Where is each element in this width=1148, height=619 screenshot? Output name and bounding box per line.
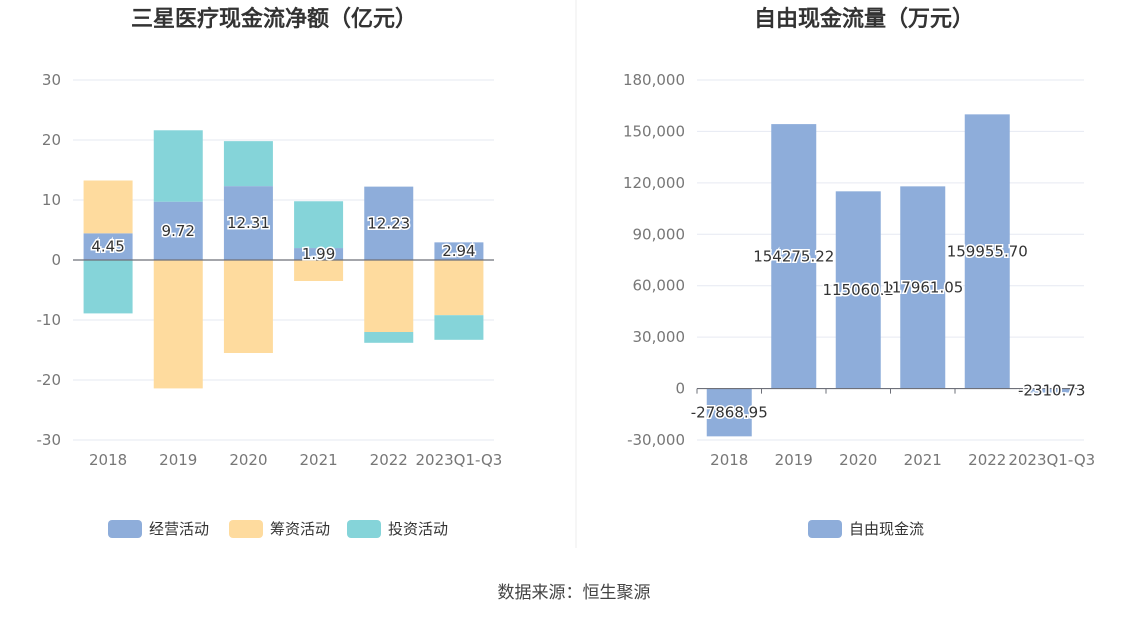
y-tick-label: -10: [37, 311, 62, 329]
bar: [706, 388, 752, 437]
bar: [771, 124, 817, 389]
data-label: 12.23: [367, 214, 410, 232]
bar-segment: [294, 201, 344, 249]
y-tick-label: -30,000: [627, 431, 685, 449]
legend-swatch: [347, 520, 381, 538]
y-tick-label: 180,000: [623, 71, 685, 89]
data-label: 2.94: [442, 242, 475, 260]
bar-segment: [223, 260, 273, 353]
y-tick-label: 30: [42, 71, 61, 89]
y-tick-label: 20: [42, 131, 61, 149]
legend-label: 自由现金流: [849, 520, 924, 538]
data-label: 9.72: [162, 222, 195, 240]
data-label: 117961.05: [882, 278, 963, 296]
x-tick-label: 2022: [968, 451, 1006, 469]
data-label: 159955.70: [947, 242, 1028, 260]
bar-segment: [153, 260, 203, 389]
free-cash-flow-chart: 自由现金流量（万元） 180,000 150,000 120,000 90,000 60,…: [623, 6, 1095, 538]
bar-segment: [294, 260, 344, 281]
bar-segment: [434, 242, 484, 260]
y-tick-label: 150,000: [623, 122, 685, 140]
data-label: 115060.2: [822, 281, 894, 299]
x-tick-label: 2019: [159, 451, 197, 469]
data-label: 4.45: [91, 238, 124, 256]
y-tick-label: 30,000: [633, 328, 686, 346]
bar-segment: [364, 332, 414, 343]
bar-segment: [153, 201, 203, 260]
bar-segment: [364, 186, 414, 260]
x-tick-label: 2023Q1-Q3: [415, 451, 502, 469]
bar-segment: [83, 233, 133, 260]
bar: [1029, 388, 1075, 393]
bar-segment: [153, 130, 203, 202]
x-tick-label: 2019: [775, 451, 813, 469]
x-tick-label: 2021: [299, 451, 337, 469]
legend-swatch: [229, 520, 263, 538]
bar-segment: [83, 180, 133, 234]
cash-flow-chart: 三星医疗现金流净额（亿元） 30 20 10 0 -10 -20 -30 2018 2019 202…: [37, 6, 502, 538]
data-label: -27868.95: [691, 403, 768, 421]
x-tick-label: 2022: [370, 451, 408, 469]
y-tick-label: 0: [675, 380, 685, 398]
bar-segment: [223, 186, 273, 260]
y-tick-label: 120,000: [623, 174, 685, 192]
x-tick-label: 2020: [229, 451, 267, 469]
x-tick-label: 2021: [904, 451, 942, 469]
x-tick-label: 2020: [839, 451, 877, 469]
y-tick-label: 10: [42, 191, 61, 209]
bar: [964, 114, 1010, 389]
bar-segment: [294, 248, 344, 260]
y-tick-label: -20: [37, 371, 62, 389]
legend-swatch: [808, 520, 842, 538]
y-tick-label: 0: [51, 251, 61, 269]
legend-label: 筹资活动: [270, 520, 330, 538]
x-tick-label: 2018: [710, 451, 748, 469]
bar-segment: [364, 260, 414, 332]
chart-title: 自由现金流量（万元）: [754, 6, 974, 32]
bar: [900, 186, 946, 389]
chart-title: 三星医疗现金流净额（亿元）: [131, 6, 417, 32]
legend-label: 投资活动: [388, 520, 448, 538]
bar-segment: [434, 315, 484, 340]
bar-segment: [434, 260, 484, 316]
data-label: 1.99: [302, 245, 335, 263]
legend-swatch: [108, 520, 142, 538]
legend-label: 经营活动: [149, 520, 209, 538]
data-label: 12.31: [227, 214, 270, 232]
data-label: -2310.73: [1018, 382, 1085, 400]
x-tick-label: 2018: [89, 451, 127, 469]
bar-segment: [83, 260, 133, 314]
y-tick-label: 90,000: [633, 225, 686, 243]
bar: [835, 191, 881, 389]
data-label: 154275.22: [753, 247, 834, 265]
y-tick-label: -30: [37, 431, 62, 449]
y-tick-label: 60,000: [633, 277, 686, 295]
x-tick-label: 2023Q1-Q3: [1008, 451, 1095, 469]
bar-segment: [223, 141, 273, 187]
data-source: 数据来源：恒生聚源: [498, 583, 651, 603]
